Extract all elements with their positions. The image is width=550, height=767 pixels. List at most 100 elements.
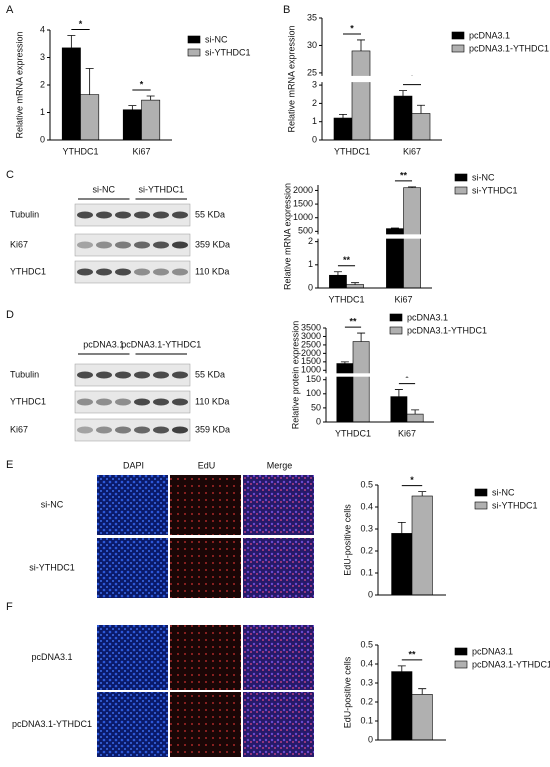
y-tick-label: 500 — [298, 226, 313, 236]
y-axis-label: EdU-positive cells — [342, 504, 352, 576]
micrograph — [243, 625, 314, 690]
legend-label: si-NC — [492, 487, 515, 497]
y-tick-label: 2500 — [301, 339, 321, 349]
blot-group: si-NC — [93, 184, 116, 194]
error-bar — [333, 271, 342, 276]
blot-band — [115, 426, 131, 434]
bar — [141, 99, 161, 141]
bar — [391, 671, 413, 741]
blot-band — [115, 241, 131, 249]
bar — [406, 413, 424, 423]
bar — [352, 341, 370, 423]
panel-label: A — [6, 4, 14, 16]
bar — [351, 50, 371, 141]
legend-label: si-NC — [472, 172, 495, 182]
blot-strip — [74, 363, 191, 387]
legend-swatch — [454, 660, 468, 669]
axis-break — [322, 373, 330, 377]
micrograph — [97, 475, 168, 535]
y-tick-label: 35 — [307, 12, 317, 22]
y-tick-label: 3000 — [301, 331, 321, 341]
axis-break — [314, 234, 434, 239]
legend-swatch — [451, 31, 465, 40]
blot-band — [153, 211, 169, 219]
blot-band — [172, 426, 188, 434]
y-tick-label: 0 — [368, 734, 373, 744]
error-bar — [357, 332, 366, 342]
error-bar — [411, 409, 420, 415]
error-bar — [128, 105, 137, 110]
image-column: EdU — [198, 460, 216, 470]
legend-swatch — [187, 48, 201, 57]
panel-label: C — [6, 169, 14, 181]
legend-swatch — [454, 647, 468, 656]
y-tick-label: 0.5 — [360, 479, 373, 489]
y-tick-label: 2 — [40, 79, 45, 89]
y-tick-label: 0.3 — [360, 677, 373, 687]
y-tick-label: 0 — [308, 282, 313, 292]
error-bar — [399, 90, 407, 97]
legend-swatch — [474, 501, 488, 510]
blot-row-label: Tubulin — [10, 369, 39, 379]
y-tick-label: 100 — [306, 388, 321, 398]
significance: ** — [349, 316, 357, 326]
legend-swatch — [389, 313, 403, 322]
bar — [411, 694, 433, 741]
micrograph — [243, 475, 314, 535]
y-tick-label: 0.2 — [360, 545, 373, 555]
blot-row-label: YTHDC1 — [10, 266, 46, 276]
panel-label: D — [6, 309, 14, 321]
blot-band — [96, 398, 112, 406]
error-bar — [146, 95, 155, 101]
error-bar — [67, 35, 76, 48]
bar — [61, 47, 81, 141]
axis-break — [322, 373, 436, 377]
y-axis-label: Relative mRNA expression — [286, 25, 296, 132]
blot-band — [115, 371, 131, 379]
blot-band — [96, 426, 112, 434]
axis-break — [314, 234, 322, 239]
bar — [80, 94, 100, 141]
error-bar — [394, 389, 403, 397]
image-row: pcDNA3.1 — [31, 652, 72, 662]
blot-band — [115, 268, 131, 276]
y-tick-label: 3 — [312, 79, 317, 89]
bar — [393, 95, 413, 141]
bar — [346, 284, 364, 289]
x-tick-label: Ki67 — [132, 146, 150, 156]
blot-band — [172, 211, 188, 219]
legend-label: pcDNA3.1-YTHDC1 — [472, 659, 550, 669]
y-tick-label: 30 — [307, 40, 317, 50]
bar — [411, 113, 431, 141]
blot-strip — [74, 233, 191, 257]
micrograph — [243, 538, 314, 598]
blot-row-label: YTHDC1 — [10, 396, 46, 406]
image-column: DAPI — [123, 460, 144, 470]
y-tick-label: 3500 — [301, 322, 321, 332]
y-tick-label: 1000 — [293, 212, 313, 222]
x-tick-label: YTHDC1 — [335, 428, 371, 438]
error-bar — [397, 522, 406, 534]
error-bar — [85, 68, 94, 95]
significance: * — [79, 19, 83, 29]
blot-strip — [74, 203, 191, 227]
x-tick-label: Ki67 — [398, 428, 416, 438]
micrograph — [170, 475, 241, 535]
blot-row-label: Ki67 — [10, 424, 28, 434]
error-bar — [418, 688, 427, 695]
significance: * — [405, 373, 409, 383]
legend-label: pcDNA3.1-YTHDC1 — [407, 325, 487, 335]
y-tick-label: 1500 — [301, 356, 321, 366]
y-tick-label: 150 — [306, 374, 321, 384]
y-tick-label: 2 — [308, 236, 313, 246]
bar — [333, 117, 353, 141]
blot-band — [134, 426, 150, 434]
legend-label: si-NC — [205, 34, 228, 44]
blot-band — [77, 371, 93, 379]
y-tick-label: 0.1 — [360, 715, 373, 725]
blot-band — [134, 211, 150, 219]
axis-break — [318, 75, 326, 83]
blot-band — [115, 211, 131, 219]
error-bar — [339, 113, 347, 119]
blot-group: pcDNA3.1-YTHDC1 — [121, 339, 201, 349]
